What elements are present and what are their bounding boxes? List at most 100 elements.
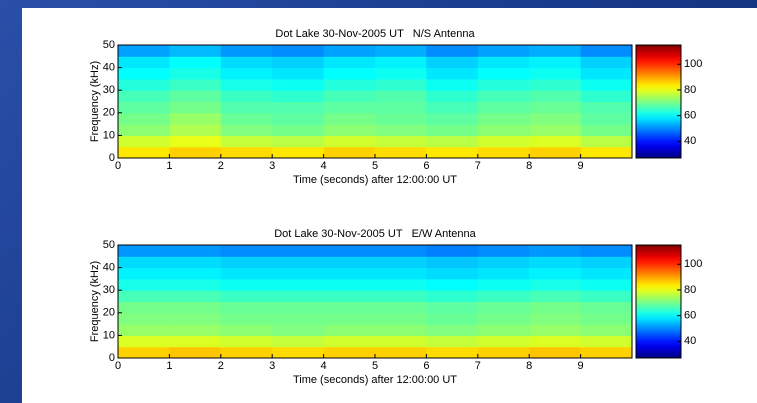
- spectrogram-cell: [580, 45, 633, 57]
- spectrogram-cell: [220, 278, 273, 291]
- spectrogram-cell: [375, 67, 427, 80]
- spectrogram-cell: [220, 45, 273, 57]
- x-tick-label: 0: [115, 160, 121, 172]
- spectrogram-cell: [375, 90, 427, 102]
- spectrogram-cell: [272, 67, 325, 80]
- spectrogram-cell: [580, 245, 633, 257]
- spectrogram-cell: [580, 290, 633, 302]
- spectrogram-cell: [118, 112, 170, 125]
- spectrogram-cell: [169, 278, 222, 291]
- spectrogram-cell: [529, 301, 582, 314]
- spectrogram-cell: [169, 78, 222, 91]
- spectrogram-cell: [375, 301, 427, 314]
- spectrogram-cell: [272, 335, 325, 348]
- spectrogram-cell: [529, 90, 582, 102]
- spectrogram-cell: [169, 267, 222, 280]
- spectrogram-cell: [272, 324, 325, 336]
- spectrogram-cell: [169, 245, 222, 257]
- spectrogram-cell: [375, 324, 427, 336]
- spectrogram-cell: [477, 267, 530, 280]
- spectrogram-cell: [426, 146, 479, 159]
- spectrogram-cell: [375, 290, 427, 302]
- spectrogram-cell: [169, 346, 222, 359]
- spectrogram-cell: [220, 112, 273, 125]
- colorbar-tick-label: 80: [684, 284, 696, 296]
- spectrogram-cell: [323, 124, 376, 136]
- spectrogram-cell: [118, 324, 170, 336]
- spectrogram-cell: [272, 267, 325, 280]
- spectrogram-cell: [477, 245, 530, 257]
- y-tick-label: 10: [103, 129, 115, 141]
- spectrogram-cell: [118, 135, 170, 148]
- spectrogram-cell: [375, 267, 427, 280]
- spectrogram-cell: [580, 346, 633, 359]
- x-tick-label: 6: [423, 160, 429, 172]
- x-tick-label: 9: [578, 160, 584, 172]
- spectrogram-cell: [323, 301, 376, 314]
- spectrogram-cell: [169, 290, 222, 302]
- spectrogram-cell: [375, 256, 427, 269]
- spectrogram-cell: [375, 346, 427, 359]
- y-tick-label: 10: [103, 329, 115, 341]
- x-axis-label: Time (seconds) after 12:00:00 UT: [293, 374, 457, 386]
- spectrogram-cell: [272, 256, 325, 269]
- spectrogram-cell: [529, 335, 582, 348]
- spectrogram-cell: [323, 101, 376, 114]
- spectrogram-cell: [323, 278, 376, 291]
- spectrogram-cell: [169, 90, 222, 102]
- spectrogram-cell: [580, 112, 633, 125]
- spectrogram-cell: [323, 245, 376, 257]
- colorbar-tick-label: 100: [684, 58, 702, 70]
- x-tick-label: 8: [526, 360, 532, 372]
- spectrogram-cell: [323, 312, 376, 325]
- spectrogram-cell: [220, 256, 273, 269]
- spectrogram-cell: [426, 112, 479, 125]
- spectrogram-cell: [426, 124, 479, 136]
- spectrogram-cell: [529, 78, 582, 91]
- chart-title: Dot Lake 30-Nov-2005 UT E/W Antenna: [274, 228, 476, 240]
- spectrogram-cell: [477, 135, 530, 148]
- spectrogram-cell: [220, 301, 273, 314]
- spectrogram-cell: [169, 146, 222, 159]
- spectrogram-cell: [220, 290, 273, 302]
- x-tick-label: 2: [218, 360, 224, 372]
- spectrogram-cell: [477, 301, 530, 314]
- x-tick-label: 7: [475, 160, 481, 172]
- spectrogram-cell: [118, 45, 170, 57]
- spectrogram-cell: [529, 135, 582, 148]
- y-tick-label: 30: [103, 284, 115, 296]
- spectrogram-cell: [220, 90, 273, 102]
- spectrogram-cell: [580, 67, 633, 80]
- spectrogram-cell: [220, 135, 273, 148]
- spectrogram-cell: [323, 324, 376, 336]
- spectrogram-cell: [169, 101, 222, 114]
- spectrogram-cell: [323, 112, 376, 125]
- spectrogram-cell: [477, 346, 530, 359]
- spectrogram-cell: [477, 324, 530, 336]
- spectrogram-cell: [477, 101, 530, 114]
- spectrogram-cell: [118, 90, 170, 102]
- spectrogram-cell: [323, 78, 376, 91]
- spectrogram-cell: [580, 278, 633, 291]
- spectrogram-cell: [375, 124, 427, 136]
- spectrogram-cell: [272, 278, 325, 291]
- y-tick-label: 30: [103, 84, 115, 96]
- spectrogram-cell: [220, 101, 273, 114]
- y-tick-label: 50: [103, 239, 115, 251]
- spectrogram-cell: [272, 112, 325, 125]
- spectrogram-cell: [272, 101, 325, 114]
- spectrogram-cell: [477, 335, 530, 348]
- spectrogram-cell: [220, 324, 273, 336]
- x-tick-label: 4: [321, 360, 327, 372]
- spectrogram-cell: [426, 267, 479, 280]
- spectrogram-cell: [323, 290, 376, 302]
- x-axis-label: Time (seconds) after 12:00:00 UT: [293, 174, 457, 186]
- spectrogram-cell: [426, 278, 479, 291]
- y-tick-label: 0: [109, 152, 115, 164]
- y-axis-label: Frequency (kHz): [89, 261, 101, 342]
- x-tick-label: 4: [321, 160, 327, 172]
- spectrogram-cell: [272, 301, 325, 314]
- spectrogram-cell: [580, 56, 633, 69]
- spectrogram-cell: [118, 267, 170, 280]
- spectrogram-cell: [323, 256, 376, 269]
